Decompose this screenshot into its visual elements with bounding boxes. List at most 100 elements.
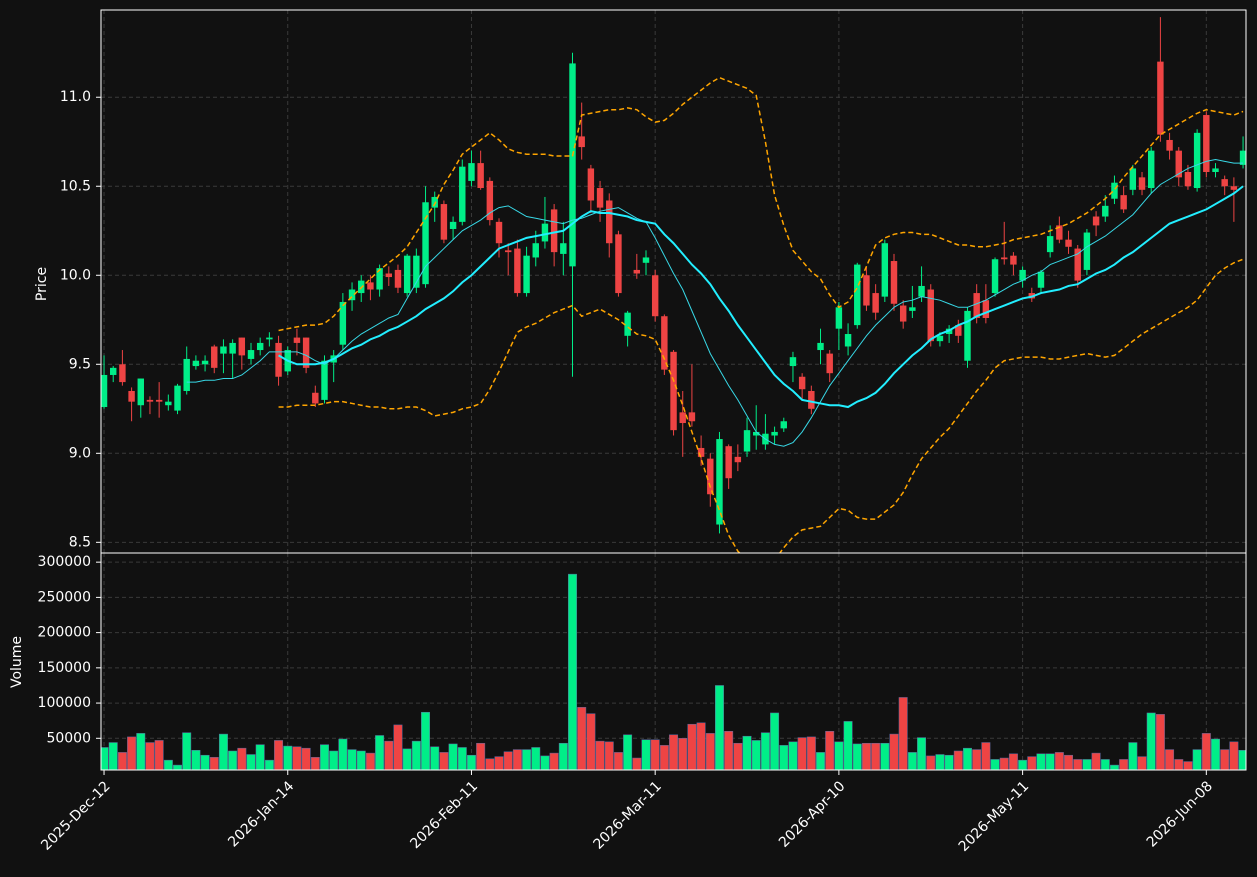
candle-body	[165, 401, 172, 406]
volume-bar	[963, 747, 972, 770]
volume-bar	[871, 742, 881, 770]
volume-bar	[448, 743, 458, 770]
volume-bar	[310, 757, 320, 770]
candle-body	[1074, 248, 1081, 281]
candle-body	[247, 350, 255, 359]
candle-body	[780, 421, 787, 429]
volume-axis-label: Volume	[9, 636, 25, 688]
volume-tick-label: 100000	[38, 695, 91, 711]
volume-bar	[1100, 759, 1110, 770]
volume-bar	[1192, 749, 1202, 770]
volume-bar	[200, 754, 210, 770]
candle-body	[642, 257, 650, 263]
volume-bar	[926, 755, 936, 770]
candle-body	[385, 273, 393, 278]
volume-bar	[1128, 742, 1138, 770]
candle-body	[697, 447, 705, 457]
candle-body	[716, 439, 723, 525]
candle-body	[348, 289, 356, 301]
volume-bar	[825, 731, 835, 770]
volume-bar	[1045, 753, 1055, 770]
candle-body	[183, 358, 190, 391]
candle-body	[624, 312, 631, 336]
volume-bar	[834, 741, 844, 770]
volume-bar	[356, 750, 366, 770]
volume-bar	[751, 740, 761, 770]
volume-bar	[163, 759, 173, 770]
candle-body	[560, 243, 567, 254]
candle-body	[817, 342, 824, 351]
volume-bar	[641, 739, 651, 770]
volume-bar	[503, 751, 513, 770]
candle-body	[101, 374, 108, 408]
volume-bar	[558, 742, 568, 770]
volume-bar	[852, 743, 862, 770]
volume-bar	[1155, 714, 1165, 770]
candle-body	[927, 289, 934, 342]
volume-bar	[1064, 754, 1074, 770]
volume-bar	[421, 711, 431, 770]
indicator-line	[278, 258, 1244, 553]
candle-body	[909, 307, 916, 311]
candle-body	[615, 234, 622, 294]
volume-bar	[586, 713, 596, 770]
volume-bar	[191, 750, 201, 770]
volume-bar	[237, 747, 247, 770]
volume-layer	[101, 573, 1246, 770]
volume-bar	[907, 752, 917, 770]
volume-bar	[1165, 749, 1175, 770]
volume-bar	[1183, 761, 1193, 770]
candle-body	[863, 275, 870, 306]
volume-bar	[1091, 752, 1101, 770]
volume-bar	[669, 734, 679, 770]
candle-body	[826, 353, 833, 374]
volume-bar	[182, 732, 192, 770]
volume-tick-label: 300000	[38, 554, 91, 570]
candle-body	[734, 456, 742, 463]
volume-bar	[476, 742, 486, 770]
candle-body	[1037, 271, 1045, 288]
candle-body	[174, 385, 181, 411]
volume-bar	[136, 733, 146, 770]
candle-body	[670, 351, 677, 431]
candle-body	[1203, 115, 1210, 173]
volume-bar	[1174, 759, 1184, 770]
candle-body	[266, 337, 273, 340]
volume-bar	[411, 740, 421, 770]
volume-bar	[485, 758, 495, 770]
volume-bar	[549, 752, 559, 770]
candle-body	[403, 255, 411, 294]
volume-bar	[944, 754, 954, 770]
candle-body	[468, 163, 475, 181]
volume-bar	[1109, 764, 1119, 770]
volume-bar	[806, 736, 816, 770]
y-tick-label: 9.0	[69, 445, 91, 461]
y-axis-label: Price	[34, 267, 50, 301]
candle-body	[256, 342, 264, 351]
volume-bar	[687, 723, 697, 770]
candle-body	[1166, 139, 1173, 151]
candle-body	[596, 188, 604, 208]
volume-tick-label: 150000	[38, 660, 91, 676]
volume-bar	[375, 735, 385, 770]
candle-body	[1001, 257, 1008, 260]
candle-body	[321, 360, 328, 400]
volume-bar	[301, 747, 311, 770]
candle-body	[376, 268, 383, 290]
candle-body	[982, 300, 990, 318]
volume-bar	[917, 737, 927, 770]
candle-body	[220, 346, 227, 354]
candle-body	[238, 337, 246, 356]
volume-bar	[218, 733, 228, 770]
candle-body	[312, 392, 319, 404]
volume-tick-label: 50000	[46, 730, 91, 746]
candle-body	[146, 399, 154, 402]
volume-bar	[439, 752, 449, 770]
candle-body	[633, 269, 641, 274]
volume-bar	[320, 744, 329, 770]
volume-bar	[338, 738, 348, 770]
volume-bar	[1119, 759, 1129, 770]
volume-bar	[246, 754, 256, 770]
volume-bar	[1018, 759, 1028, 770]
volume-bar	[347, 749, 357, 770]
